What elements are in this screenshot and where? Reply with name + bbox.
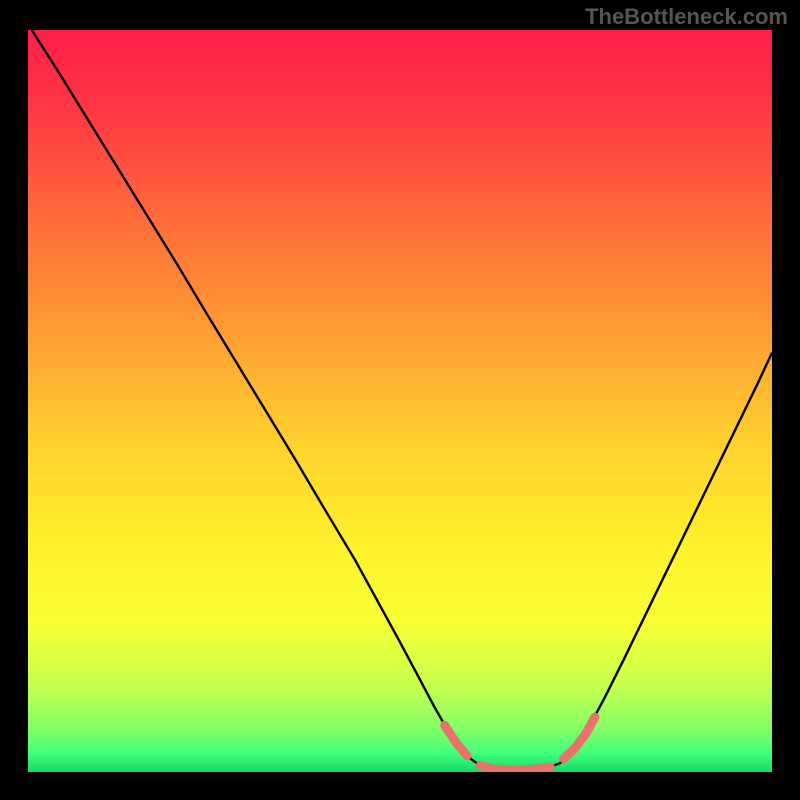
plot-area xyxy=(28,30,772,772)
chart-svg xyxy=(28,30,772,772)
highlight-segment xyxy=(480,765,550,769)
chart-container: TheBottleneck.com xyxy=(0,0,800,800)
gradient-background xyxy=(28,30,772,772)
watermark-text: TheBottleneck.com xyxy=(585,4,788,30)
